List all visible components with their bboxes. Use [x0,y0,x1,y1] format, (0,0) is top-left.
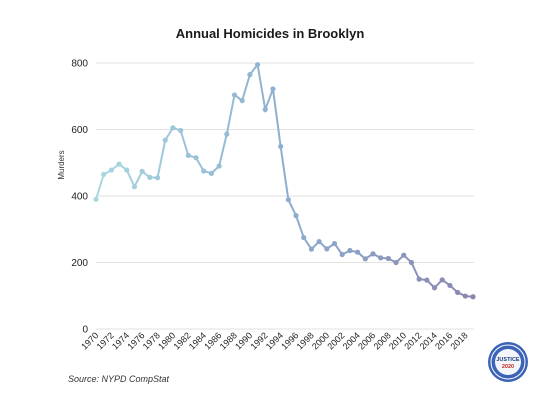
grid-lines [96,62,474,330]
data-point-1999 [316,238,322,245]
data-point-2010 [401,252,407,258]
data-point-1991 [254,62,261,68]
data-point-1998 [308,246,315,252]
data-point-2001 [331,240,338,247]
data-point-1979 [162,137,168,143]
data-point-2008 [385,255,391,262]
data-point-2019 [470,294,476,300]
badge-line1: JUSTICE [496,357,520,363]
data-point-2018 [462,293,468,299]
data-point-1984 [201,168,207,174]
data-point-1972 [108,167,114,173]
data-point-1974 [124,167,130,173]
data-point-1977 [147,174,153,180]
data-point-1982 [185,152,191,159]
data-point-2012 [416,276,422,282]
y-tick-labels: 0 200 400 600 800 [71,59,88,336]
justice-2020-logo: JUSTICE 2020 [488,342,528,382]
data-point-2013 [424,277,430,283]
data-point-2007 [378,255,384,261]
data-point-2002 [339,251,345,258]
data-point-1980 [170,125,176,131]
y-tick-label: 0 [82,325,88,336]
data-point-1971 [101,171,107,177]
y-tick-label: 400 [71,192,88,203]
data-point-1992 [262,106,268,113]
data-point-1987 [224,131,230,137]
data-point-2003 [347,247,353,254]
data-point-1975 [131,184,138,190]
data-point-2000 [324,246,330,252]
data-point-1995 [285,197,291,203]
series-line [95,62,474,298]
data-point-2015 [439,277,445,283]
data-point-2017 [455,289,461,296]
data-point-2011 [408,259,415,266]
y-tick-label: 600 [71,125,88,136]
data-point-2006 [370,251,376,257]
data-point-2004 [354,249,361,255]
data-point-1990 [247,72,253,78]
data-point-1988 [231,92,238,98]
data-point-1997 [301,234,307,241]
data-point-1985 [208,170,215,176]
x-tick-labels: 1970197219741976197819801982198419861988… [79,330,470,351]
data-point-1970 [93,196,99,202]
data-point-1989 [239,97,245,104]
y-tick-label: 200 [71,258,88,269]
data-point-1981 [178,127,184,134]
data-point-2009 [393,259,399,266]
data-points [93,62,476,300]
data-point-1976 [139,168,145,174]
y-tick-label: 800 [71,59,88,70]
data-point-1986 [216,163,222,169]
data-point-1983 [193,155,199,161]
data-point-1973 [116,161,122,167]
data-point-1994 [278,143,284,150]
x-tick-label: 2018 [448,330,469,351]
chart-title: Annual Homicides in Brooklyn [176,26,365,41]
badge-line2: 2020 [502,364,514,370]
data-point-2016 [447,282,453,289]
data-point-1993 [270,86,276,92]
y-axis-label: Murders [57,150,66,179]
data-point-2005 [362,256,368,262]
data-point-1978 [154,175,161,181]
data-point-2014 [431,285,438,291]
data-point-1996 [293,213,299,219]
source-note: Source: NYPD CompStat [68,374,170,384]
